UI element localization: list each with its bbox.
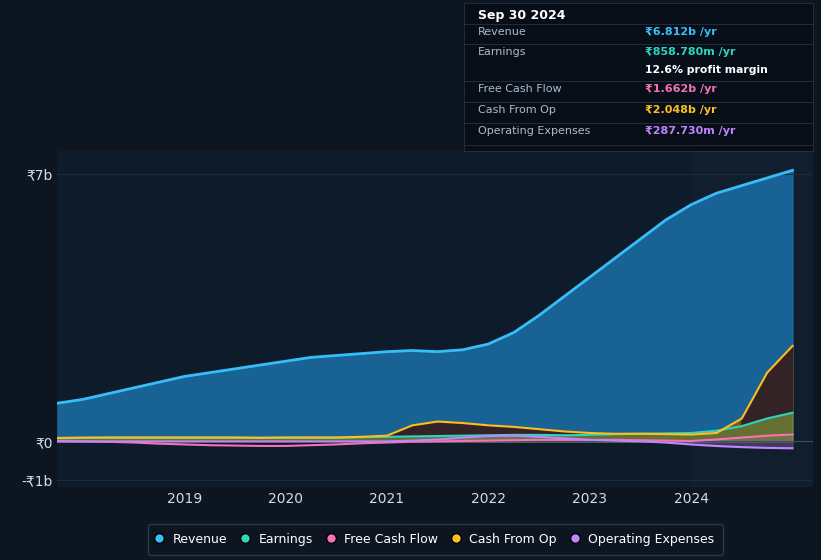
- Text: ₹6.812b /yr: ₹6.812b /yr: [645, 26, 717, 36]
- Bar: [691, 151, 813, 487]
- Text: ₹287.730m /yr: ₹287.730m /yr: [645, 126, 736, 136]
- Text: ₹2.048b /yr: ₹2.048b /yr: [645, 105, 717, 115]
- Text: Operating Expenses: Operating Expenses: [478, 126, 590, 136]
- Text: Cash From Op: Cash From Op: [478, 105, 556, 115]
- Text: Free Cash Flow: Free Cash Flow: [478, 85, 562, 95]
- Text: Earnings: Earnings: [478, 47, 526, 57]
- Text: 12.6% profit margin: 12.6% profit margin: [645, 65, 768, 75]
- Legend: Revenue, Earnings, Free Cash Flow, Cash From Op, Operating Expenses: Revenue, Earnings, Free Cash Flow, Cash …: [148, 524, 722, 555]
- Text: ₹1.662b /yr: ₹1.662b /yr: [645, 85, 718, 95]
- Text: Sep 30 2024: Sep 30 2024: [478, 9, 566, 22]
- Text: ₹858.780m /yr: ₹858.780m /yr: [645, 47, 736, 57]
- Text: Revenue: Revenue: [478, 26, 526, 36]
